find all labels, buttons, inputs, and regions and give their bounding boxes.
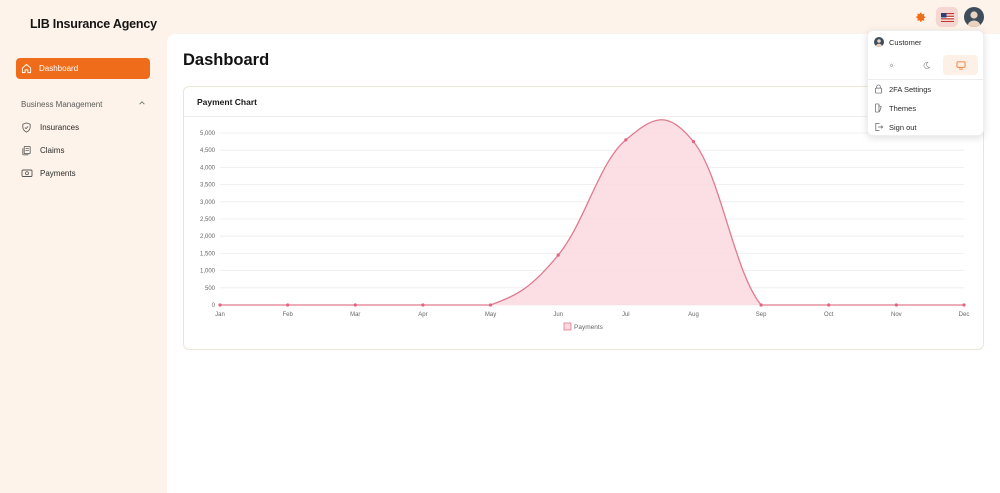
data-point: [353, 303, 357, 307]
user-avatar[interactable]: [964, 7, 984, 27]
user-menu-dropdown: Customer 2FA Settings Themes Sign out: [867, 30, 984, 136]
sidebar-item-dashboard[interactable]: Dashboard: [16, 58, 150, 79]
data-point: [759, 303, 763, 307]
x-tick-label: Aug: [688, 312, 699, 318]
user-name: Customer: [889, 37, 922, 47]
sidebar-item-label: Dashboard: [39, 64, 79, 73]
section-label: Business Management: [21, 99, 103, 109]
data-point: [691, 140, 696, 144]
x-tick-label: Dec: [959, 312, 970, 318]
x-tick-label: Oct: [824, 312, 834, 318]
documents-icon: [21, 145, 33, 156]
sign-out-icon: [874, 122, 884, 132]
us-flag-icon[interactable]: [936, 7, 958, 27]
series-area: [220, 119, 964, 306]
y-tick-label: 2,500: [200, 217, 216, 223]
data-point: [556, 253, 560, 257]
sidebar-item-claims[interactable]: Claims: [21, 145, 64, 156]
menu-item-label: Sign out: [889, 122, 917, 132]
x-tick-label: Sep: [756, 312, 767, 318]
y-tick-label: 3,000: [200, 200, 216, 206]
x-tick-label: Jun: [553, 312, 563, 318]
data-point: [624, 138, 628, 142]
data-point: [962, 303, 966, 307]
y-tick-label: 4,000: [200, 165, 216, 171]
menu-item-label: Themes: [889, 103, 917, 113]
shield-icon: [21, 122, 33, 133]
sidebar-item-label: Insurances: [40, 123, 80, 132]
x-tick-label: Mar: [350, 312, 360, 318]
data-point: [286, 303, 290, 307]
light-theme-icon[interactable]: [874, 55, 909, 75]
top-bar: LIB Insurance Agency: [0, 0, 1000, 40]
legend-label: Payments: [574, 324, 604, 331]
card-title: Payment Chart: [184, 87, 983, 117]
themes-icon: [874, 103, 884, 113]
y-tick-label: 500: [205, 286, 216, 292]
home-icon: [21, 63, 32, 74]
user-avatar-small: [874, 37, 884, 47]
x-tick-label: Feb: [282, 312, 293, 318]
payment-chart-card: Payment Chart 0 500 1,000 1,500 2,000 2,500 3,…: [183, 86, 984, 350]
chevron-up-icon: [138, 99, 146, 109]
brand-name: LIB Insurance Agency: [30, 17, 157, 31]
y-tick-label: 1,500: [200, 251, 216, 257]
y-tick-label: 4,500: [200, 148, 216, 154]
legend-swatch: [563, 322, 572, 331]
menu-item-label: 2FA Settings: [889, 84, 932, 94]
data-point: [421, 303, 425, 307]
x-tick-label: May: [485, 312, 496, 318]
lock-icon: [874, 84, 884, 94]
header-actions: [910, 7, 984, 27]
page-title: Dashboard: [183, 51, 270, 69]
sidebar-item-label: Payments: [40, 169, 76, 178]
dark-theme-icon[interactable]: [909, 55, 944, 75]
menu-item-themes[interactable]: Themes: [874, 103, 916, 113]
menu-item-2fa-settings[interactable]: 2FA Settings: [874, 84, 931, 94]
x-tick-label: Jul: [622, 312, 630, 318]
settings-icon[interactable]: [910, 7, 930, 27]
x-tick-label: Apr: [418, 312, 427, 318]
data-point: [488, 303, 493, 307]
y-tick-label: 1,000: [200, 269, 216, 275]
x-tick-label: Nov: [891, 312, 902, 318]
menu-item-sign-out[interactable]: Sign out: [874, 122, 917, 132]
money-icon: [21, 168, 33, 179]
y-tick-label: 2,000: [200, 234, 216, 240]
sidebar: Dashboard Business Management Insurances…: [0, 40, 167, 493]
x-tick-label: Jan: [215, 312, 225, 318]
data-point: [894, 303, 898, 307]
sidebar-item-insurances[interactable]: Insurances: [21, 122, 79, 133]
y-tick-label: 5,000: [200, 131, 216, 137]
y-tick-label: 0: [212, 303, 216, 309]
y-tick-label: 3,500: [200, 183, 216, 189]
data-point: [218, 303, 222, 307]
section-business-management[interactable]: Business Management: [21, 99, 146, 109]
system-theme-icon[interactable]: [943, 55, 979, 75]
main-content: Dashboard Payment Chart 0 500 1,000 1,500 2,…: [167, 34, 1000, 493]
divider: [868, 79, 983, 80]
sidebar-item-payments[interactable]: Payments: [21, 168, 76, 179]
user-menu-header: Customer: [874, 37, 922, 47]
sidebar-item-label: Claims: [40, 146, 65, 155]
theme-switcher: [874, 55, 979, 75]
data-point: [827, 303, 831, 307]
payment-chart: 0 500 1,000 1,500 2,000 2,500 3,000 3,500 4,000 4…: [200, 119, 970, 331]
